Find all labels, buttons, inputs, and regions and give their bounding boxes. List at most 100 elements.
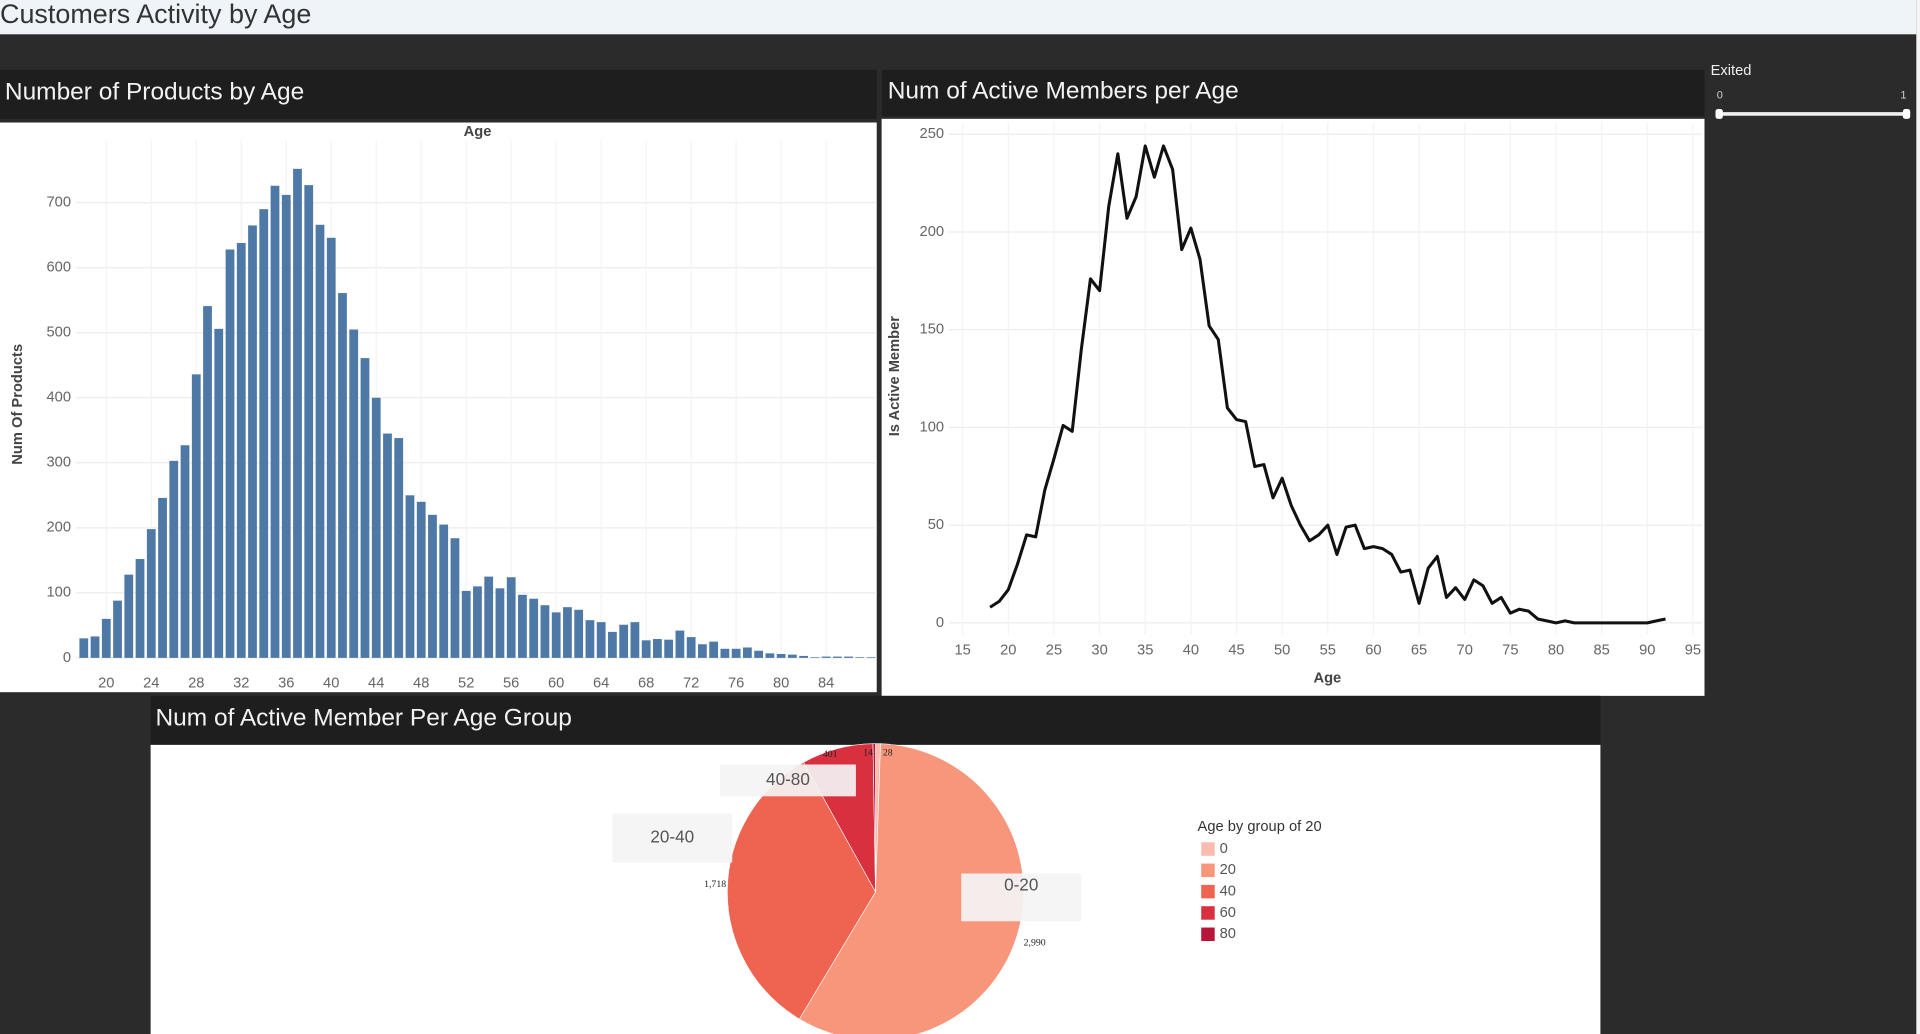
x-tick-label: 56: [503, 675, 519, 691]
bar: [720, 648, 730, 658]
x-tick-label: 40: [1183, 642, 1199, 658]
x-tick-label: 60: [548, 675, 564, 691]
x-tick-label: 36: [278, 675, 294, 691]
bar: [293, 168, 302, 658]
bar: [101, 618, 111, 658]
bar: [518, 594, 527, 658]
bar: [787, 654, 797, 658]
y-tick-label: 250: [920, 126, 945, 142]
title-bar: [0, 0, 1917, 35]
x-axis-label: Age: [464, 124, 492, 140]
x-tick-label: 30: [1091, 642, 1107, 658]
y-tick-label: 150: [920, 322, 945, 338]
data-label: 2,990: [1024, 938, 1046, 949]
x-tick-label: 45: [1228, 642, 1244, 658]
legend-label: 60: [1220, 905, 1236, 921]
slider-handle-min[interactable]: [1715, 109, 1723, 119]
bar: [191, 374, 201, 658]
legend-title: Age by group of 20: [1198, 819, 1322, 835]
y-tick-label: 50: [928, 517, 944, 533]
bar: [675, 630, 685, 658]
legend-swatch: [1201, 927, 1215, 942]
bar: [653, 639, 662, 658]
bar: [698, 644, 707, 658]
x-tick-label: 60: [1365, 642, 1381, 658]
chart-title: Num of Active Members per Age: [888, 77, 1239, 104]
y-tick-label: 400: [47, 390, 72, 406]
x-tick-label: 28: [188, 675, 204, 691]
bar: [281, 194, 291, 658]
bar: [551, 612, 561, 658]
dashboard-title: Customers Activity by Age: [0, 0, 311, 29]
bar: [405, 495, 415, 658]
data-label: 1,718: [704, 879, 726, 890]
y-tick-label: 0: [936, 615, 944, 631]
x-tick-label: 40: [323, 675, 339, 691]
x-tick-label: 20: [1000, 642, 1016, 658]
legend-label: 20: [1220, 862, 1236, 878]
bar: [686, 637, 696, 658]
bar: [619, 624, 629, 658]
panel-header: [0, 69, 877, 119]
x-tick-label: 76: [728, 675, 744, 691]
bar: [79, 638, 89, 658]
legend-swatch: [1201, 863, 1215, 878]
bar: [338, 293, 347, 658]
bar: [832, 656, 842, 658]
bar: [270, 185, 280, 658]
x-tick-label: 65: [1411, 642, 1427, 658]
x-tick-label: 80: [1548, 642, 1564, 658]
bar: [495, 588, 505, 658]
bar: [225, 249, 235, 658]
bar: [315, 224, 325, 658]
x-tick-label: 68: [638, 675, 654, 691]
panel-body: [0, 122, 877, 693]
pie-slice: [798, 743, 1024, 1034]
bar: [113, 600, 122, 658]
bar: [765, 653, 775, 658]
data-label: 28: [883, 748, 893, 759]
annotation-box: [612, 813, 733, 863]
bar: [754, 650, 764, 658]
x-tick-label: 50: [1274, 642, 1290, 658]
y-axis-label: Is Active Member: [887, 316, 903, 437]
bar: [608, 631, 617, 658]
y-tick-label: 300: [47, 455, 72, 471]
bar: [664, 639, 674, 658]
y-tick-label: 0: [63, 650, 71, 666]
filter-max: 1: [1900, 89, 1906, 101]
bar: [855, 657, 865, 658]
y-tick-label: 200: [47, 520, 72, 536]
y-axis-label: Num Of Products: [10, 344, 26, 465]
slider-handle-max[interactable]: [1902, 109, 1911, 119]
legend-label: 0: [1220, 841, 1228, 857]
bar: [540, 605, 550, 658]
legend-swatch: [1201, 842, 1215, 856]
bar: [259, 209, 269, 658]
bar: [473, 586, 482, 658]
x-tick-label: 32: [233, 675, 249, 691]
chart-title: Number of Products by Age: [5, 79, 304, 106]
filter-min: 0: [1717, 89, 1723, 101]
bar: [810, 657, 820, 658]
y-tick-label: 700: [47, 195, 72, 211]
bar: [304, 185, 314, 658]
bar: [236, 242, 246, 658]
x-tick-label: 84: [818, 675, 834, 691]
line: [989, 144, 1666, 625]
bar: [394, 438, 404, 658]
bar: [383, 433, 392, 658]
bar: [158, 497, 167, 658]
bar: [90, 636, 100, 658]
bar: [180, 445, 190, 658]
x-axis-label: Age: [1313, 671, 1341, 687]
edge-strip: [1916, 0, 1920, 1034]
bar: [214, 328, 224, 658]
x-tick-label: 52: [458, 675, 474, 691]
data-label: 14: [863, 748, 873, 759]
bar: [135, 559, 145, 658]
annotation-box: [720, 764, 856, 797]
bar: [596, 622, 606, 658]
bar: [776, 653, 786, 658]
